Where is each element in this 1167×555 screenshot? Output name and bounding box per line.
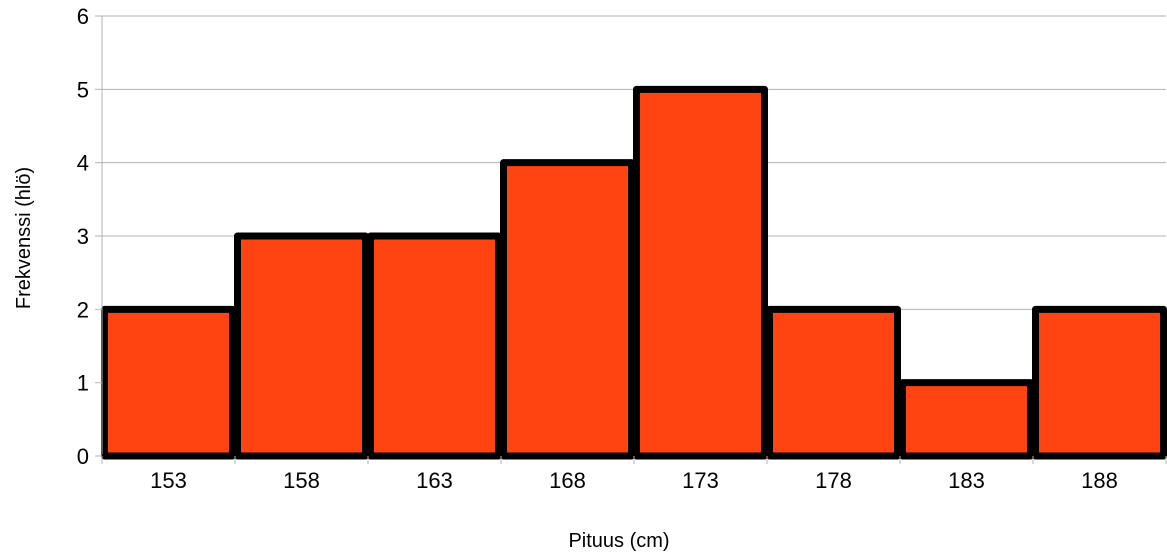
x-tick-label: 153: [150, 468, 187, 493]
y-tick-labels: 0 1 2 3 4 5 6: [77, 4, 89, 469]
bar-183: [899, 379, 1034, 460]
y-tick-label: 0: [77, 444, 89, 469]
y-axis-title: Frekvenssi (hlö): [13, 167, 35, 309]
y-tick-label: 3: [77, 224, 89, 249]
x-tick-label: 158: [283, 468, 320, 493]
x-tick-label: 173: [682, 468, 719, 493]
x-tick-label: 168: [549, 468, 586, 493]
x-axis-title: Pituus (cm): [568, 530, 669, 552]
x-tick-label: 183: [948, 468, 985, 493]
y-tick-label: 1: [77, 371, 89, 396]
y-tick-label: 6: [77, 4, 89, 29]
y-tick-label: 4: [77, 151, 89, 176]
y-tick-label: 2: [77, 297, 89, 322]
bar-178: [766, 305, 901, 460]
bar-153: [101, 305, 236, 460]
bar-168: [500, 159, 635, 460]
bar-188: [1032, 305, 1167, 460]
x-tick-label: 178: [815, 468, 852, 493]
x-tick-label: 188: [1081, 468, 1118, 493]
bar-173: [633, 85, 768, 460]
y-tick-label: 5: [77, 77, 89, 102]
x-tick-label: 163: [416, 468, 453, 493]
bar-163: [367, 232, 502, 460]
bars: [101, 85, 1167, 460]
bar-158: [234, 232, 369, 460]
x-tick-labels: 153 158 163 168 173 178 183 188: [150, 468, 1118, 493]
axes: [95, 15, 1167, 464]
